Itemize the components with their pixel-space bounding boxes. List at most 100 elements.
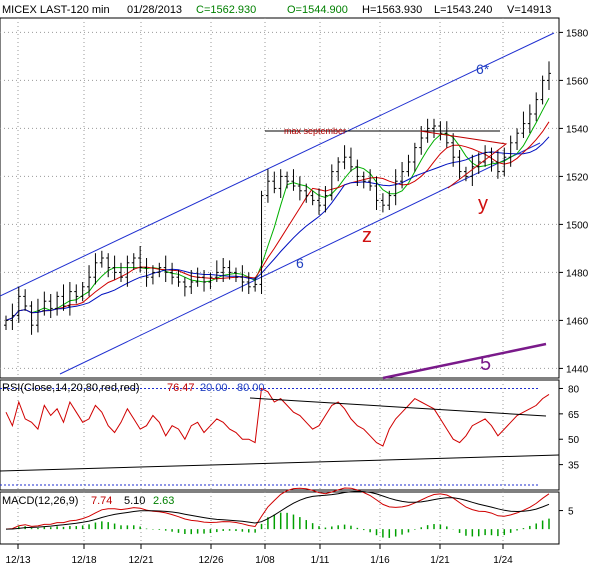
price-bar <box>336 157 341 182</box>
price-bar <box>374 176 379 210</box>
price-bar <box>489 147 494 172</box>
date-tick-label: 1/24 <box>493 555 513 566</box>
price-bar <box>534 92 539 122</box>
price-bar <box>361 171 366 189</box>
date-tick-label: 12/18 <box>71 555 96 566</box>
annotation-5: 5 <box>480 353 491 375</box>
moving-average-line <box>5 136 550 321</box>
price-bar <box>150 265 155 285</box>
price-bar <box>547 61 551 90</box>
price-bar <box>74 284 79 304</box>
price-bar <box>253 277 258 292</box>
price-bar <box>157 262 162 278</box>
rsi-title: RSI(Close,14,20,80,red,red) <box>2 382 140 394</box>
macd-title: MACD(12,26,9) <box>2 495 78 507</box>
price-bar <box>387 190 392 210</box>
rsi-tick-label: 50 <box>568 435 580 446</box>
close-label: C=1562.930 <box>196 4 256 16</box>
price-bar <box>61 284 66 311</box>
price-bar <box>99 250 104 268</box>
price-bar <box>23 289 28 311</box>
price-bar <box>278 169 283 198</box>
price-bar <box>35 298 40 333</box>
price-bar <box>4 315 8 330</box>
price-bar <box>483 145 488 167</box>
price-bar <box>323 186 328 213</box>
macd-histogram-value: 2.63 <box>153 495 174 507</box>
price-bar <box>118 262 123 282</box>
price-bar <box>87 265 92 297</box>
price-bar <box>163 255 168 282</box>
price-bar <box>476 152 481 174</box>
price-bar <box>265 169 270 203</box>
macd-lines <box>5 487 550 538</box>
price-bar <box>508 135 513 167</box>
price-bar <box>412 142 417 172</box>
date-label: 01/28/2013 <box>127 4 182 16</box>
price-bar <box>291 169 296 191</box>
rsi-high-level: 80.00 <box>237 382 265 394</box>
price-bar <box>233 267 238 282</box>
price-tick-label: 1540 <box>566 124 589 135</box>
price-bar <box>297 176 302 201</box>
price-bar <box>80 282 85 302</box>
rsi-panel <box>0 379 560 491</box>
macd-signal-line <box>5 490 550 530</box>
upper-channel-line <box>0 32 555 297</box>
rsi-value: 76.47 <box>167 382 195 394</box>
price-bar <box>176 270 181 287</box>
price-bar <box>515 128 520 150</box>
price-tick-label: 1480 <box>566 268 589 279</box>
price-bar <box>214 260 219 282</box>
moving-average-line <box>5 121 550 321</box>
price-bar <box>317 188 322 215</box>
price-bar <box>202 270 207 292</box>
price-bar <box>432 118 437 138</box>
price-bar <box>393 169 398 206</box>
symbol-label: MICEX LAST-120 min <box>2 4 110 16</box>
date-tick-label: 12/21 <box>128 555 153 566</box>
price-bar <box>240 265 245 292</box>
price-bar <box>521 111 526 138</box>
price-bar <box>131 253 136 270</box>
date-tick-label: 1/21 <box>430 555 450 566</box>
price-bar <box>285 171 290 189</box>
date-tick-label: 1/08 <box>255 555 275 566</box>
price-bar <box>380 193 385 213</box>
rsi-lines <box>0 387 560 486</box>
price-bar <box>348 147 353 172</box>
price-bar <box>195 267 200 287</box>
price-tick-label: 1440 <box>566 364 589 375</box>
volume-label: V=14913 <box>507 4 551 16</box>
open-label: O=1544.900 <box>287 4 348 16</box>
price-bar <box>144 258 149 287</box>
price-bar <box>106 253 111 278</box>
price-tick-label: 1560 <box>566 76 589 87</box>
rsi-low-level: 20.00 <box>200 382 228 394</box>
price-bar <box>182 277 187 297</box>
price-bar <box>272 171 277 194</box>
price-bar <box>457 150 462 179</box>
price-bar <box>138 246 143 273</box>
price-bar <box>227 260 232 280</box>
price-tick-label: 1580 <box>566 28 589 39</box>
price-bar <box>10 303 15 330</box>
wave-5-line <box>382 342 547 380</box>
price-bar <box>93 253 98 285</box>
date-tick-label: 1/11 <box>311 555 330 566</box>
price-tick-label: 1520 <box>566 172 589 183</box>
triangle-pattern <box>419 130 508 189</box>
date-tick-label: 12/26 <box>198 555 223 566</box>
rsi-lower-trendline <box>0 454 560 472</box>
price-bar <box>67 282 72 316</box>
rsi-tick-label: 80 <box>568 384 580 395</box>
price-bar <box>470 154 475 186</box>
price-bar <box>304 183 309 203</box>
price-bar <box>495 150 500 179</box>
price-panel <box>0 17 560 379</box>
annotation-max-september: max september <box>284 126 346 136</box>
lower-channel-line <box>59 142 541 375</box>
price-bar <box>48 294 53 318</box>
date-tick-label: 12/13 <box>5 555 30 566</box>
